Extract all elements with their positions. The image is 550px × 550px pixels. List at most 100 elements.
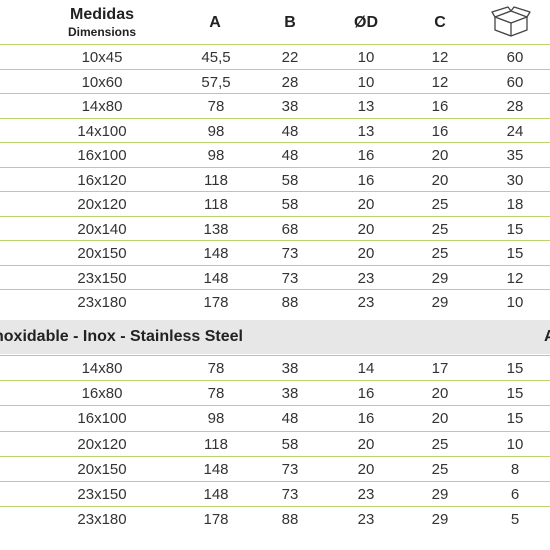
dimension-cell: 16x80 (81, 385, 123, 403)
c-cell: 25 (431, 245, 449, 262)
dimension-cell: 23x180 (77, 294, 127, 311)
box-qty-cell: 15 (506, 220, 524, 238)
box-qty-cell: 10 (506, 294, 524, 311)
box-qty-cell: 8 (510, 460, 520, 478)
row-divider (0, 93, 550, 94)
a-cell: 118 (204, 196, 228, 213)
row-divider (0, 506, 550, 508)
b-cell: 48 (281, 147, 299, 164)
table-row: 10x60 57,5 28 10 12 60 (0, 71, 550, 95)
a-cell: 118 (204, 435, 228, 453)
b-cell: 88 (281, 511, 299, 529)
a-cell: 148 (203, 460, 229, 478)
b-cell: 73 (281, 460, 299, 478)
a-cell: 178 (203, 511, 229, 529)
dimension-cell: 20x140 (77, 220, 127, 238)
c-cell: 29 (431, 486, 449, 503)
a-cell: 98 (207, 410, 225, 428)
table-row: 20x120 118 58 20 25 18 (0, 193, 550, 217)
a-cell: 148 (203, 486, 229, 503)
c-cell: 12 (431, 49, 449, 66)
a-cell: 45,5 (201, 49, 231, 66)
box-qty-cell: 28 (506, 98, 524, 115)
row-divider (0, 191, 550, 192)
row-divider (0, 117, 550, 119)
dimension-cell: 16x100 (77, 410, 127, 428)
a-cell: 98 (207, 147, 225, 164)
c-cell: 25 (431, 435, 449, 453)
dimension-cell: 20x150 (77, 245, 127, 262)
dimension-cell: 20x120 (77, 196, 127, 213)
c-cell: 25 (431, 220, 449, 238)
diameter-cell: 23 (357, 269, 375, 287)
c-cell: 29 (431, 294, 449, 311)
a-cell: 78 (207, 360, 225, 377)
band-tail-letter: A (544, 328, 550, 345)
box-qty-cell: 35 (506, 147, 524, 164)
diameter-cell: 16 (357, 385, 375, 403)
dimension-cell: 23x150 (77, 269, 127, 287)
row-divider (0, 68, 550, 70)
row-divider (0, 289, 550, 290)
dimension-cell: 14x100 (77, 122, 127, 140)
a-cell: 78 (207, 385, 225, 403)
c-cell: 29 (431, 511, 449, 529)
row-divider (0, 44, 550, 45)
box-qty-cell: 15 (506, 360, 524, 377)
box-qty-cell: 6 (510, 486, 520, 503)
dimension-cell: 16x120 (77, 171, 127, 189)
stainless-steel-title: noxidable - Inox - Stainless Steel (0, 328, 243, 345)
diameter-cell: 23 (357, 294, 375, 311)
table-row: 20x140 138 68 20 25 15 (0, 218, 550, 242)
box-qty-cell: 10 (506, 435, 524, 453)
dimension-cell: 20x150 (77, 460, 127, 478)
box-qty-cell: 60 (506, 49, 524, 66)
diameter-cell: 10 (357, 49, 375, 66)
column-b-header: B (284, 14, 296, 31)
c-cell: 20 (431, 410, 449, 428)
diameter-cell: 20 (357, 245, 375, 262)
row-divider (0, 405, 550, 407)
b-cell: 88 (281, 294, 299, 311)
table-row: 23x180 178 88 23 29 5 (0, 508, 550, 532)
dimension-cell: 14x80 (81, 98, 123, 115)
diameter-cell: 20 (357, 220, 375, 238)
c-cell: 17 (431, 360, 449, 377)
c-cell: 16 (431, 122, 449, 140)
c-cell: 29 (431, 269, 449, 287)
dimensions-header: Dimensions (67, 25, 136, 39)
b-cell: 22 (281, 49, 299, 66)
b-cell: 38 (281, 360, 299, 377)
table-header: Medidas Dimensions A B ØD C (0, 0, 550, 46)
table-row: 23x150 148 73 23 29 6 (0, 483, 550, 507)
row-divider (0, 481, 550, 482)
c-cell: 12 (431, 73, 449, 91)
dimension-cell: 20x120 (77, 435, 127, 453)
medidas-header: Medidas (69, 6, 134, 23)
box-icon (491, 6, 531, 37)
diameter-cell: 16 (357, 171, 375, 189)
b-cell: 68 (281, 220, 299, 238)
diameter-cell: 16 (357, 147, 375, 164)
a-cell: 57,5 (201, 73, 231, 91)
table-row: 20x150 148 73 20 25 8 (0, 458, 550, 482)
row-divider (0, 355, 550, 356)
dimension-cell: 10x60 (81, 73, 123, 91)
box-qty-cell: 5 (510, 511, 520, 529)
table-row: 20x150 148 73 20 25 15 (0, 242, 550, 266)
table-row: 20x120 118 58 20 25 10 (0, 433, 550, 457)
c-cell: 20 (431, 147, 449, 164)
table-row: 16x120 118 58 16 20 30 (0, 169, 550, 193)
table-row: 14x80 78 38 14 17 15 (0, 357, 550, 381)
row-divider (0, 142, 550, 143)
table-row: 16x100 98 48 16 20 35 (0, 144, 550, 168)
column-c-header: C (434, 14, 446, 31)
c-cell: 25 (431, 460, 449, 478)
box-qty-cell: 24 (506, 122, 524, 140)
table-row: 23x150 148 73 23 29 12 (0, 267, 550, 291)
diameter-cell: 13 (357, 122, 375, 140)
diameter-cell: 20 (357, 196, 375, 213)
table-row: 16x80 78 38 16 20 15 (0, 382, 550, 406)
b-cell: 38 (281, 385, 299, 403)
diameter-cell: 20 (357, 460, 375, 478)
